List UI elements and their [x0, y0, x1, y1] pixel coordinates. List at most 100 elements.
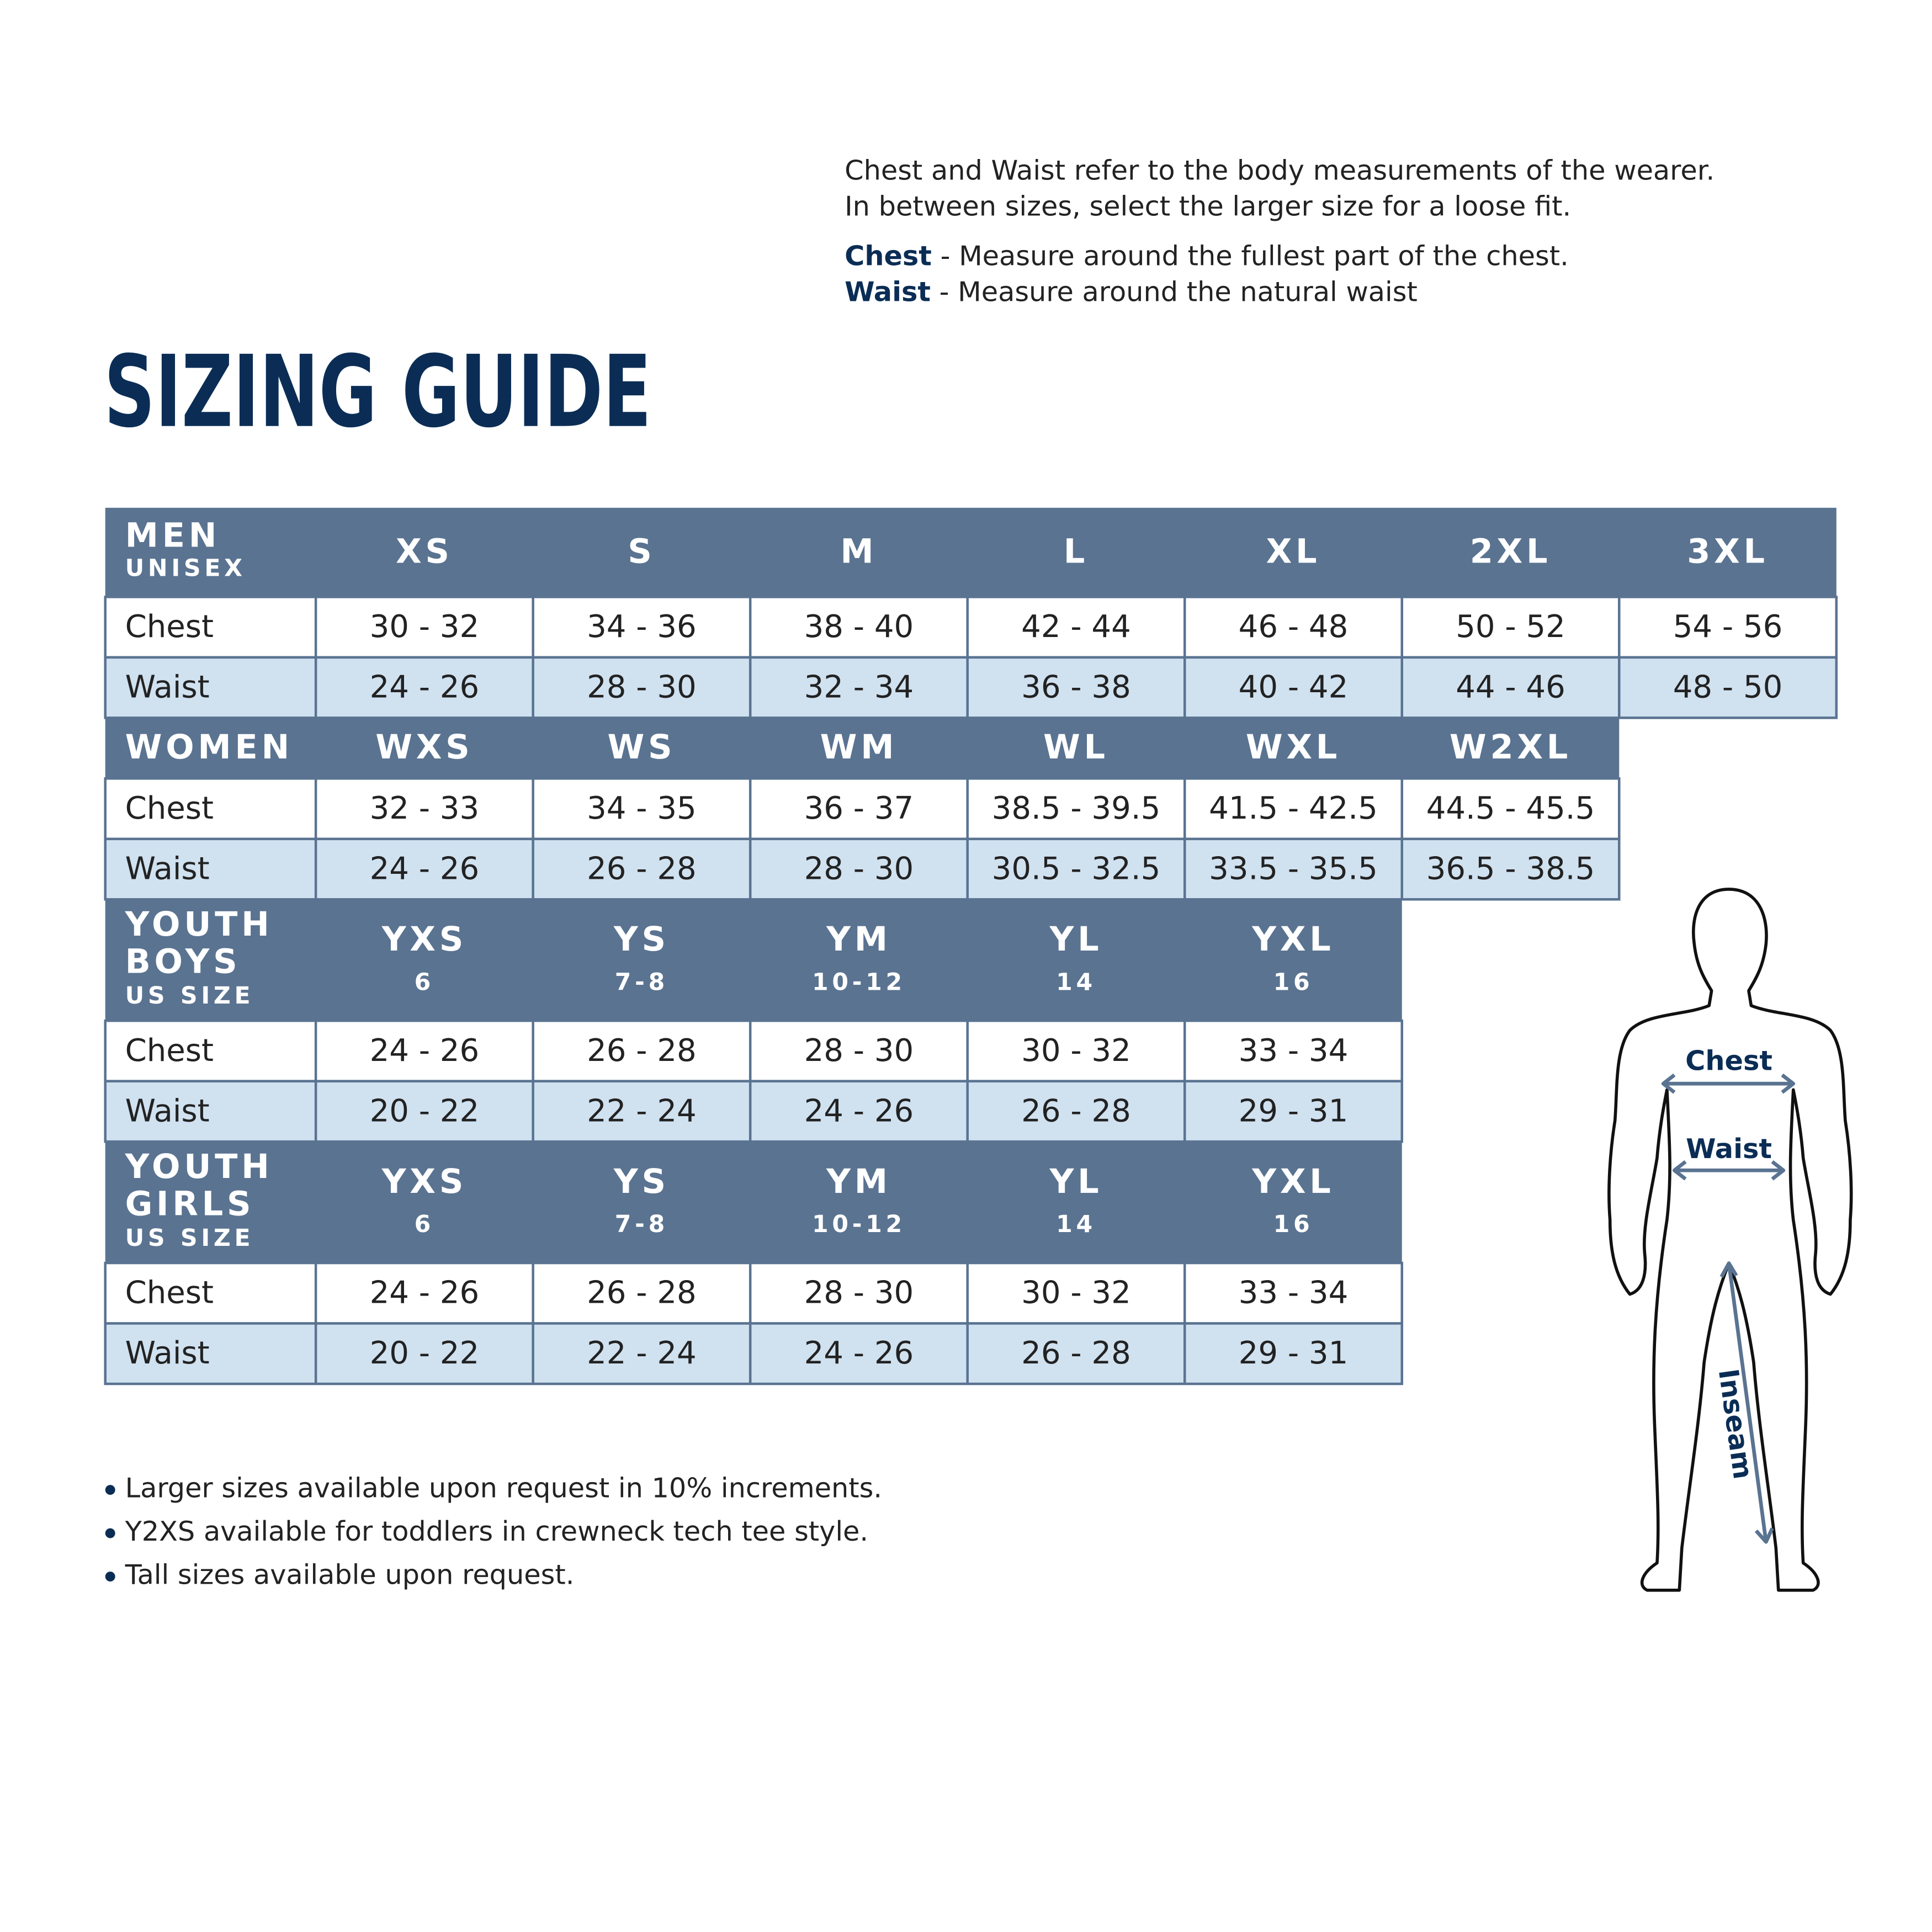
figure-label: Waist [1686, 1133, 1772, 1165]
table-cell: 36 - 38 [1021, 670, 1131, 705]
size-label: YXS [381, 1163, 467, 1201]
table-cell: 26 - 28 [1021, 1093, 1131, 1129]
row-label: Waist [125, 1335, 210, 1371]
section-header [105, 899, 1402, 1021]
chest-arrow [1661, 1073, 1796, 1094]
size-label: YXL [1251, 920, 1334, 959]
note: Larger sizes available upon request in 1… [125, 1472, 882, 1504]
note: Tall sizes available upon request. [125, 1559, 575, 1591]
us-size: 7-8 [615, 968, 668, 996]
table-cell: 28 - 30 [804, 1033, 914, 1069]
table-cell: 24 - 26 [804, 1093, 914, 1129]
row-label: Waist [125, 1093, 210, 1129]
row-label: Waist [125, 851, 210, 887]
definition-text: - Measure around the natural waist [940, 275, 1418, 307]
definition-term: Chest [845, 240, 932, 272]
size-label: WS [607, 728, 676, 767]
table-row [104, 1261, 1403, 1325]
table-cell: 38 - 40 [804, 609, 914, 645]
section-sublabel: US SIZE [125, 982, 254, 1010]
table-cell: 50 - 52 [1456, 609, 1565, 645]
intro-line: In between sizes, select the larger size… [845, 190, 1571, 222]
size-label: WM [820, 728, 898, 767]
us-size: 14 [1056, 1211, 1096, 1238]
size-label: YS [613, 920, 670, 959]
us-size: 16 [1273, 968, 1314, 996]
definition-text: - Measure around the fullest part of the… [941, 240, 1569, 272]
notes: Larger sizes available upon request in 1… [105, 1472, 882, 1591]
table-cell: 34 - 35 [587, 790, 697, 826]
section-sublabel: US SIZE [125, 1224, 254, 1252]
size-label: W2XL [1450, 728, 1572, 767]
section-label: BOYS [125, 943, 241, 981]
table-cell: 48 - 50 [1673, 670, 1783, 705]
figure-label: Chest [1685, 1044, 1772, 1076]
section-header [105, 718, 1620, 779]
table-cell: 40 - 42 [1239, 670, 1349, 705]
table-cell: 22 - 24 [587, 1335, 697, 1371]
table-cell: 41.5 - 42.5 [1209, 790, 1378, 826]
table-cell: 54 - 56 [1673, 609, 1783, 645]
table-cell: 38.5 - 39.5 [992, 790, 1161, 826]
table-cell: 36.5 - 38.5 [1426, 851, 1595, 887]
size-label: YXS [381, 920, 467, 959]
table-cell: 28 - 30 [587, 670, 697, 705]
table-cell: 24 - 26 [370, 670, 480, 705]
inseam-arrow [1719, 1261, 1774, 1544]
definition: Waist - Measure around the natural waist [845, 275, 1418, 307]
table-cell: 42 - 44 [1021, 609, 1131, 645]
bullet [105, 1572, 115, 1582]
intro-line: Chest and Waist refer to the body measur… [845, 154, 1715, 186]
table-cell: 33 - 34 [1239, 1275, 1349, 1311]
section-label: YOUTH [125, 1148, 273, 1186]
section-label: GIRLS [125, 1185, 255, 1223]
table-cell: 32 - 34 [804, 670, 914, 705]
table-cell: 26 - 28 [587, 1033, 697, 1069]
note: Y2XS available for toddlers in crewneck … [125, 1515, 869, 1547]
size-label: 3XL [1687, 532, 1769, 571]
us-size: 10-12 [812, 1211, 906, 1238]
table-cell: 29 - 31 [1239, 1335, 1349, 1371]
size-label: S [628, 532, 655, 571]
table-cell: 30.5 - 32.5 [992, 851, 1161, 887]
us-size: 7-8 [615, 1211, 668, 1238]
size-label: YXL [1251, 1163, 1334, 1201]
row-label: Chest [125, 609, 214, 645]
table-cell: 24 - 26 [370, 851, 480, 887]
table-cell: 33 - 34 [1239, 1033, 1349, 1069]
table-row [104, 1080, 1403, 1143]
table-cell: 33.5 - 35.5 [1209, 851, 1378, 887]
bullet [105, 1485, 115, 1495]
table-cell: 32 - 33 [370, 790, 480, 826]
table-cell: 22 - 24 [587, 1093, 697, 1129]
waist-arrow [1672, 1160, 1786, 1181]
table-cell: 20 - 22 [370, 1093, 480, 1129]
section-sublabel: UNISEX [125, 555, 246, 582]
table-row [104, 1019, 1403, 1082]
row-label: Chest [125, 1033, 214, 1069]
table-cell: 34 - 36 [587, 609, 697, 645]
us-size: 10-12 [812, 968, 906, 996]
table-cell: 28 - 30 [804, 851, 914, 887]
size-label: YL [1049, 1163, 1102, 1201]
table-cell: 46 - 48 [1239, 609, 1349, 645]
size-label: WL [1043, 728, 1109, 767]
size-label: XL [1266, 532, 1321, 571]
body-figure [1607, 888, 1853, 1592]
definition: Chest - Measure around the fullest part o… [845, 240, 1569, 272]
table-row [104, 777, 1621, 841]
section-label: YOUTH [125, 905, 273, 944]
us-size: 16 [1273, 1211, 1314, 1238]
table-row [104, 1322, 1403, 1386]
table-cell: 26 - 28 [587, 851, 697, 887]
size-label: YM [826, 920, 891, 959]
us-size: 6 [415, 1211, 434, 1238]
row-label: Chest [125, 1275, 214, 1311]
us-size: 14 [1056, 968, 1096, 996]
table-cell: 26 - 28 [1021, 1335, 1131, 1371]
size-label: YM [826, 1163, 891, 1201]
size-label: WXL [1246, 728, 1341, 767]
